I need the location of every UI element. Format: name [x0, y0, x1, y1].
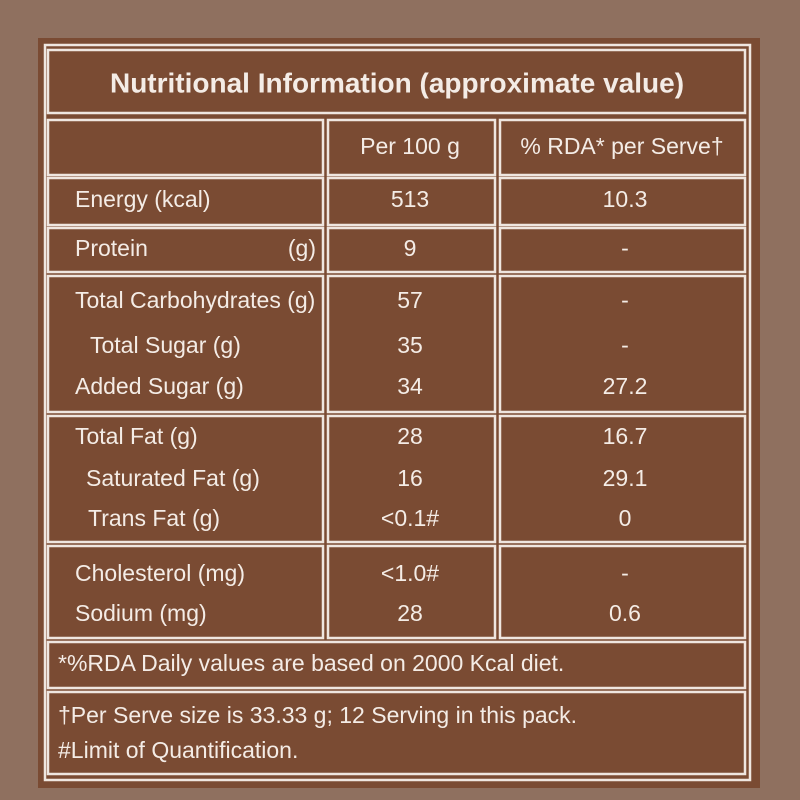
cell	[498, 176, 747, 227]
per-100g-value: 28	[397, 600, 423, 626]
footnote-box	[46, 640, 747, 690]
row-label: Energy (kcal)	[75, 186, 210, 212]
footnote: *%RDA Daily values are based on 2000 Kca…	[58, 650, 564, 676]
footnote-box	[46, 690, 747, 776]
cell	[46, 274, 325, 414]
per-100g-value: <1.0#	[381, 560, 439, 586]
cell	[498, 414, 747, 544]
header-cell	[46, 118, 325, 177]
cell	[46, 226, 325, 274]
column-header: Per 100 g	[360, 133, 460, 159]
rda-value: 29.1	[603, 465, 648, 491]
rda-value: -	[621, 332, 629, 358]
rda-value: 10.3	[603, 186, 648, 212]
cell	[326, 176, 497, 227]
row-label: Cholesterol (mg)	[75, 560, 245, 586]
per-100g-value: 34	[397, 373, 423, 399]
cell	[498, 226, 747, 274]
footnote: #Limit of Quantification.	[58, 737, 298, 763]
row-label: Total Carbohydrates (g)	[75, 287, 315, 313]
cell	[46, 414, 325, 544]
rda-value: 27.2	[603, 373, 648, 399]
cell	[326, 414, 497, 544]
rda-value: -	[621, 235, 629, 261]
row-unit: (g)	[288, 235, 316, 261]
title-box	[46, 48, 747, 115]
rda-value: 16.7	[603, 423, 648, 449]
footnote: †Per Serve size is 33.33 g; 12 Serving i…	[58, 702, 577, 728]
rda-value: 0	[619, 505, 632, 531]
per-100g-value: <0.1#	[381, 505, 439, 531]
per-100g-value: 28	[397, 423, 423, 449]
header-cell	[326, 118, 497, 177]
title: Nutritional Information (approximate val…	[110, 67, 684, 98]
cell	[498, 274, 747, 414]
outer-border	[43, 43, 752, 782]
rda-value: -	[621, 560, 629, 586]
row-label: Total Fat (g)	[75, 423, 198, 449]
row-label: Added Sugar (g)	[75, 373, 244, 399]
row-label: Trans Fat (g)	[88, 505, 220, 531]
cell	[498, 544, 747, 640]
per-100g-value: 16	[397, 465, 423, 491]
cell	[46, 544, 325, 640]
column-header: % RDA* per Serve†	[520, 133, 723, 159]
cell	[46, 176, 325, 227]
cell	[326, 544, 497, 640]
per-100g-value: 9	[404, 235, 417, 261]
header-cell	[498, 118, 747, 177]
row-label: Saturated Fat (g)	[86, 465, 260, 491]
per-100g-value: 57	[397, 287, 423, 313]
row-label: Total Sugar (g)	[90, 332, 241, 358]
rda-value: -	[621, 287, 629, 313]
per-100g-value: 513	[391, 186, 429, 212]
cell	[326, 226, 497, 274]
rda-value: 0.6	[609, 600, 641, 626]
row-label: Sodium (mg)	[75, 600, 207, 626]
row-label: Protein	[75, 235, 148, 261]
cell	[326, 274, 497, 414]
per-100g-value: 35	[397, 332, 423, 358]
